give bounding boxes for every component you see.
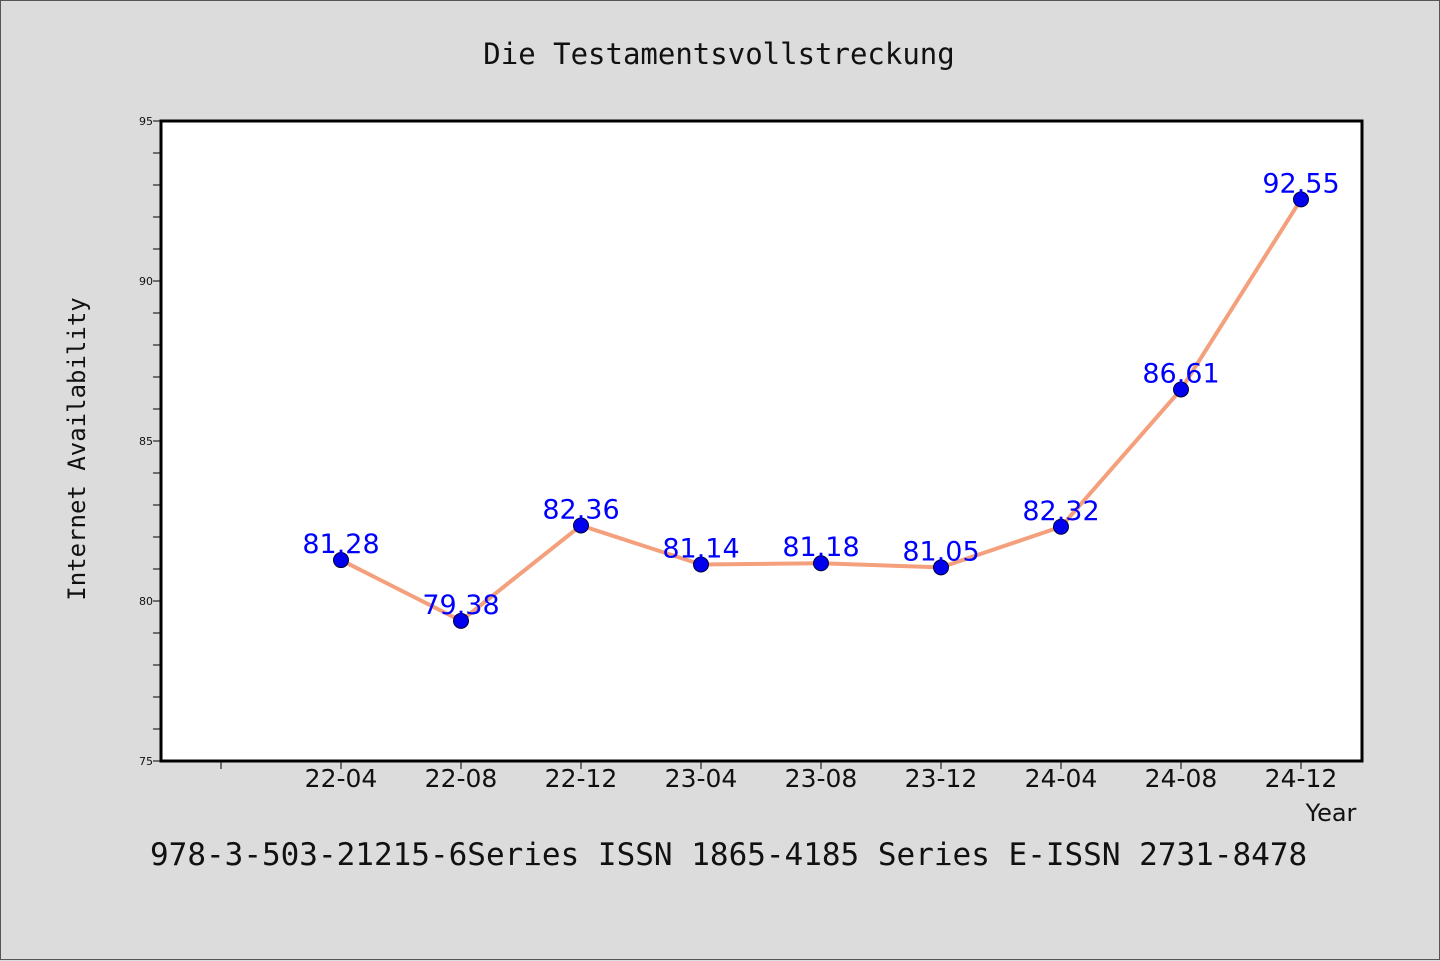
data-point <box>333 552 349 569</box>
x-tick-label: 22-12 <box>545 764 618 793</box>
x-tick-label: 23-04 <box>665 764 738 793</box>
x-tick-label: 22-04 <box>305 764 378 793</box>
x-tick-label: 24-04 <box>1025 764 1098 793</box>
data-label: 92.55 <box>1262 168 1339 199</box>
y-axis-label: Internet Availability <box>63 297 91 600</box>
data-point <box>573 517 589 534</box>
data-point <box>453 612 469 629</box>
data-label: 79.38 <box>422 590 499 621</box>
x-tick-label: 23-12 <box>905 764 978 793</box>
x-tick-label: 22-08 <box>425 764 498 793</box>
y-axis: 75 80 85 90 95 <box>139 115 161 768</box>
data-point <box>693 556 709 573</box>
x-axis: 22-04 22-08 22-12 23-04 23-08 23-12 24-04 24-08… <box>220 761 1338 793</box>
data-label: 81.14 <box>662 534 739 565</box>
data-label: 81.05 <box>902 536 979 567</box>
data-label: 81.18 <box>782 532 859 563</box>
series-line-group: 81.28 79.38 82.36 81.14 81.18 81.05 82.32 86.61… <box>302 168 1340 629</box>
data-point <box>813 555 829 572</box>
x-axis-label: Year <box>1305 799 1357 827</box>
data-label: 82.36 <box>542 494 619 525</box>
chart-title: Die Testamentsvollstreckung <box>483 37 954 71</box>
plot-area <box>159 119 1364 763</box>
y-tick-label: 85 <box>139 435 153 448</box>
data-point <box>1293 191 1309 208</box>
data-point <box>933 559 949 576</box>
y-tick-label: 80 <box>139 595 153 608</box>
y-tick-label: 75 <box>139 755 153 768</box>
x-tick-label: 24-08 <box>1145 764 1218 793</box>
footer-text: 978-3-503-21215-6Series ISSN 1865-4185 S… <box>150 837 1307 873</box>
y-tick-label: 90 <box>139 275 153 288</box>
data-label: 86.61 <box>1142 358 1219 389</box>
data-label: 81.28 <box>302 529 379 560</box>
data-point <box>1053 518 1069 535</box>
y-tick-label: 95 <box>139 115 153 128</box>
data-point <box>1173 381 1189 398</box>
data-label: 82.32 <box>1022 496 1099 527</box>
x-tick-label: 23-08 <box>785 764 858 793</box>
x-tick-label: 24-12 <box>1265 764 1338 793</box>
